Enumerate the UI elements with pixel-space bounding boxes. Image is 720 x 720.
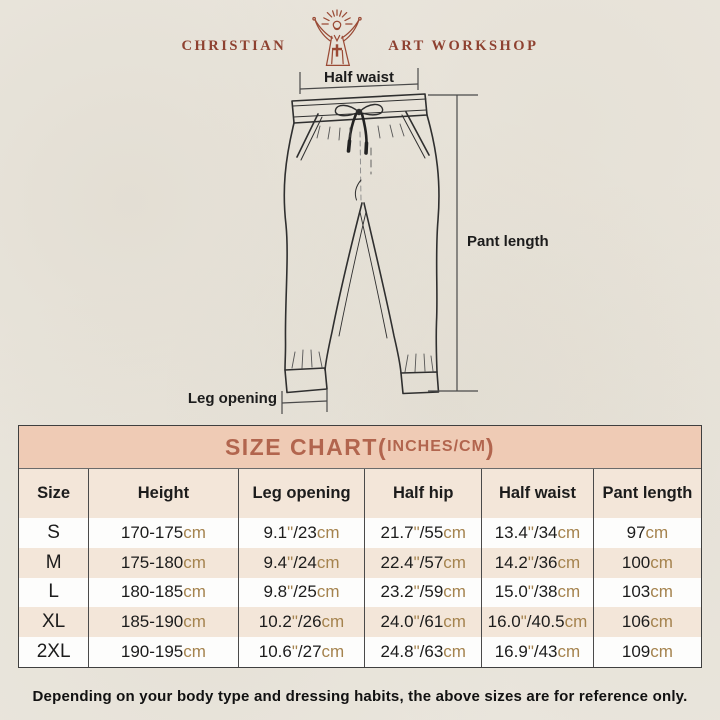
brand-name-left: CHRISTIAN <box>181 37 287 54</box>
table-cell: 185-190 cm <box>89 607 239 638</box>
column-header: Leg opening <box>239 469 366 518</box>
table-cell: 14.2 "/36 cm <box>482 547 594 578</box>
table-cell: 10.2 "/26 cm <box>239 607 366 638</box>
table-cell: 103 cm <box>621 582 673 602</box>
size-chart-table: SIZE CHART(INCHES/CM) Size Height Leg open… <box>18 425 702 668</box>
leg-opening-label: Leg opening <box>188 390 277 407</box>
half-waist-label: Half waist <box>324 69 394 86</box>
table-cell: 9.1 "/23 cm <box>239 518 366 548</box>
size-chart-title-units: INCHES/CM <box>387 438 486 455</box>
disclaimer-note: Depending on your body type and dressing… <box>32 688 688 705</box>
size-cell: S <box>19 518 90 548</box>
size-chart-title-main: SIZE CHART( <box>224 433 388 460</box>
table-cell: 16.0 "/40.5 cm <box>482 607 594 638</box>
column-header: Height <box>89 469 239 518</box>
column-header: Pant length <box>602 484 693 502</box>
table-cell: 175-180 cm <box>89 547 239 578</box>
table-cell: 21.7 "/55 cm <box>365 518 483 548</box>
table-cell: 10.6 "/27 cm <box>239 637 366 667</box>
table-row: XL 185-190 cm 10.2 "/26 cm 24.0 "/61 cm 16.0 "/40.… <box>19 607 701 638</box>
table-cell: 23.2 "/59 cm <box>365 577 483 608</box>
table-cell: 9.8 "/25 cm <box>239 577 366 608</box>
table-cell: 13.4 "/34 cm <box>482 518 594 548</box>
column-header: Half hip <box>365 469 483 518</box>
brand-logo: CHRISTIAN ART WORKSHOP <box>0 8 720 70</box>
table-row: 2XL 190-195 cm 10.6 "/27 cm 24.8 "/63 cm 16.9 "/43… <box>19 637 701 667</box>
table-header-row: Size Height Leg opening Half hip Half waist P… <box>19 469 701 518</box>
column-header: Half waist <box>482 469 594 518</box>
size-cell: M <box>19 547 90 578</box>
table-cell: 109 cm <box>621 642 673 662</box>
table-cell: 100 cm <box>621 552 673 572</box>
column-header: Size <box>19 469 90 518</box>
table-body: S 170-175 cm 9.1 "/23 cm 21.7 "/55 cm 13.4 "/34 cm 9… <box>19 518 701 667</box>
pant-length-label: Pant length <box>467 233 549 250</box>
size-cell: L <box>19 577 90 608</box>
table-row: M 175-180 cm 9.4 "/24 cm 22.4 "/57 cm 14.2 "/36 cm 1… <box>19 547 701 578</box>
table-cell: 180-185 cm <box>89 577 239 608</box>
table-cell: 24.8 "/63 cm <box>365 637 483 667</box>
table-cell: 16.9 "/43 cm <box>482 637 594 667</box>
table-cell: 9.4 "/24 cm <box>239 547 366 578</box>
table-cell: 15.0 "/38 cm <box>482 577 594 608</box>
table-cell: 106 cm <box>621 612 673 632</box>
table-row: S 170-175 cm 9.1 "/23 cm 21.7 "/55 cm 13.4 "/34 cm 9… <box>19 518 701 548</box>
size-chart-title: SIZE CHART(INCHES/CM) <box>19 426 701 469</box>
size-chart-title-close: ) <box>485 433 496 460</box>
table-cell: 24.0 "/61 cm <box>365 607 483 638</box>
table-row: L 180-185 cm 9.8 "/25 cm 23.2 "/59 cm 15.0 "/38 cm 1… <box>19 577 701 608</box>
table-cell: 170-175 cm <box>89 518 239 548</box>
jesus-rays-icon <box>312 9 362 67</box>
size-cell: 2XL <box>19 637 90 667</box>
brand-name-right: ART WORKSHOP <box>388 37 539 54</box>
cross-icon <box>332 44 343 57</box>
table-cell: 190-195 cm <box>89 637 239 667</box>
table-cell: 22.4 "/57 cm <box>365 547 483 578</box>
size-cell: XL <box>19 607 90 638</box>
table-cell: 97 cm <box>626 522 669 542</box>
